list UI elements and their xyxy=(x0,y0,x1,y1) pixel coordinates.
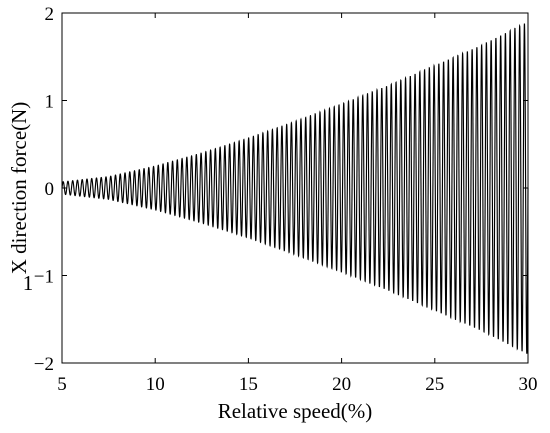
axis-ticks xyxy=(61,12,529,364)
series-line xyxy=(61,23,529,354)
x-tick-label: 30 xyxy=(519,374,538,395)
y-tick-label: −1 xyxy=(34,267,54,288)
y-tick-label: 1 xyxy=(45,92,55,113)
x-tick-label: 25 xyxy=(425,374,444,395)
y-tick-label: −2 xyxy=(34,354,54,375)
y-tick-label: 2 xyxy=(45,4,55,25)
y-axis-label-text: X direction force(N) xyxy=(7,102,31,275)
plot-area xyxy=(61,12,529,364)
y-axis-label-subscript: 1 xyxy=(23,271,34,295)
x-tick-label: 15 xyxy=(239,374,258,395)
x-tick-label: 20 xyxy=(332,374,351,395)
x-tick-label: 5 xyxy=(57,374,67,395)
y-axis-label: X direction force(N) xyxy=(7,102,31,275)
tick-labels: 5 10 15 20 25 30 −2 −1 0 1 2 xyxy=(34,4,538,395)
x-tick-label: 10 xyxy=(146,374,165,395)
x-axis-label: Relative speed(%) xyxy=(218,399,373,423)
y-tick-label: 0 xyxy=(45,179,55,200)
